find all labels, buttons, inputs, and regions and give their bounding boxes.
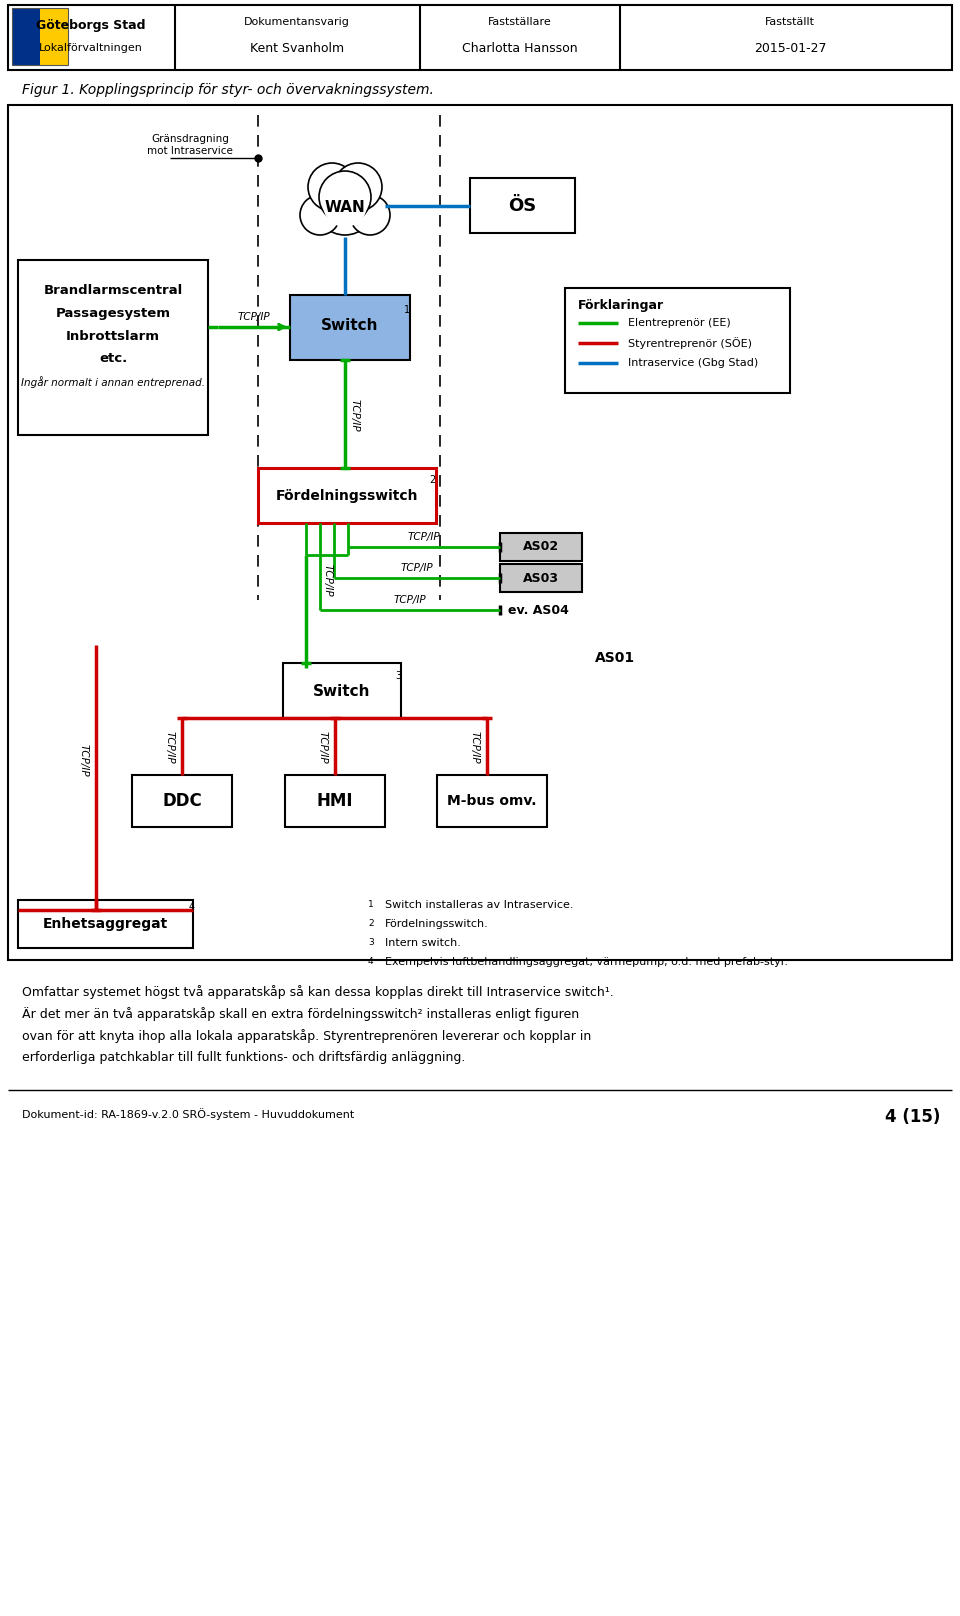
Text: 3: 3: [395, 671, 401, 680]
Text: Enhetsaggregat: Enhetsaggregat: [42, 916, 168, 931]
Circle shape: [334, 163, 382, 212]
Text: 1: 1: [404, 305, 410, 315]
Text: Switch: Switch: [313, 685, 371, 700]
Text: Brandlarmscentral: Brandlarmscentral: [43, 283, 182, 296]
Text: Inbrottslarm: Inbrottslarm: [66, 330, 160, 343]
Text: TCP/IP: TCP/IP: [323, 564, 333, 596]
Text: Switch installeras av Intraservice.: Switch installeras av Intraservice.: [385, 900, 573, 910]
Text: M-bus omv.: M-bus omv.: [447, 793, 537, 808]
Bar: [437, 776, 547, 827]
Text: Figur 1. Kopplingsprincip för styr- och övervakningssystem.: Figur 1. Kopplingsprincip för styr- och …: [22, 82, 434, 97]
Text: TCP/IP: TCP/IP: [394, 595, 426, 604]
Text: Gränsdragning
mot Intraservice: Gränsdragning mot Intraservice: [147, 134, 233, 155]
Text: TCP/IP: TCP/IP: [400, 562, 433, 574]
Text: DDC: DDC: [162, 792, 202, 810]
Bar: [283, 663, 401, 718]
Text: Förklaringar: Förklaringar: [578, 299, 664, 312]
Circle shape: [319, 171, 371, 223]
Text: Ingår normalt i annan entreprenad.: Ingår normalt i annan entreprenad.: [21, 377, 205, 388]
Bar: [470, 178, 575, 233]
Text: Är det mer än två apparatskåp skall en extra fördelningsswitch² installeras enli: Är det mer än två apparatskåp skall en e…: [22, 1007, 579, 1021]
Text: erforderliga patchkablar till fullt funktions- och driftsfärdig anläggning.: erforderliga patchkablar till fullt funk…: [22, 1050, 466, 1063]
Bar: [285, 776, 385, 827]
Text: Dokumentansvarig: Dokumentansvarig: [244, 18, 350, 27]
Bar: [258, 469, 436, 524]
Text: 1: 1: [368, 900, 373, 908]
Bar: [132, 776, 232, 827]
Bar: [8, 105, 952, 960]
Text: Omfattar systemet högst två apparatskåp så kan dessa kopplas direkt till Intrase: Omfattar systemet högst två apparatskåp …: [22, 986, 613, 999]
Text: ev. AS04: ev. AS04: [508, 603, 569, 616]
Text: etc.: etc.: [99, 352, 127, 365]
Text: AS03: AS03: [523, 572, 559, 585]
Text: 3: 3: [368, 937, 373, 947]
Bar: [290, 296, 410, 360]
Circle shape: [300, 196, 340, 234]
Text: TCP/IP: TCP/IP: [165, 730, 175, 763]
Text: 2015-01-27: 2015-01-27: [754, 42, 827, 55]
Text: Göteborgs Stad: Göteborgs Stad: [36, 18, 146, 31]
Text: Fastställt: Fastställt: [765, 18, 815, 27]
Text: Fördelningsswitch.: Fördelningsswitch.: [385, 920, 489, 929]
Text: WAN: WAN: [324, 200, 366, 215]
Bar: [40, 8, 68, 65]
Text: Kent Svanholm: Kent Svanholm: [250, 42, 344, 55]
Bar: [18, 260, 208, 435]
Text: Fastställare: Fastställare: [488, 18, 552, 27]
Text: Charlotta Hansson: Charlotta Hansson: [462, 42, 578, 55]
Text: TCP/IP: TCP/IP: [408, 532, 441, 541]
Bar: [500, 533, 582, 561]
Text: Exempelvis luftbehandlingsaggregat, värmepump, o.d. med prefab-styr.: Exempelvis luftbehandlingsaggregat, värm…: [385, 957, 788, 966]
Text: ÖS: ÖS: [508, 197, 536, 215]
Text: TCP/IP: TCP/IP: [470, 730, 480, 763]
Bar: [18, 900, 193, 949]
Bar: [565, 288, 790, 393]
Circle shape: [315, 175, 375, 234]
Text: 4 (15): 4 (15): [884, 1109, 940, 1126]
Bar: [8, 5, 952, 69]
Circle shape: [308, 163, 356, 212]
Text: Intraservice (Gbg Stad): Intraservice (Gbg Stad): [628, 359, 758, 368]
Text: Dokument-id: RA-1869-v.2.0 SRÖ-system - Huvuddokument: Dokument-id: RA-1869-v.2.0 SRÖ-system - …: [22, 1109, 354, 1120]
Text: 4: 4: [368, 957, 373, 966]
Bar: [12, 8, 68, 65]
Text: TCP/IP: TCP/IP: [79, 743, 89, 776]
Circle shape: [350, 196, 390, 234]
Text: Fördelningsswitch: Fördelningsswitch: [276, 490, 419, 503]
Text: 4: 4: [189, 902, 195, 911]
Text: TCP/IP: TCP/IP: [238, 312, 271, 322]
Text: HMI: HMI: [317, 792, 353, 810]
Text: Elentreprenör (EE): Elentreprenör (EE): [628, 318, 731, 328]
Bar: [82, 645, 630, 900]
Text: TCP/IP: TCP/IP: [350, 399, 360, 431]
Text: Passagesystem: Passagesystem: [56, 307, 171, 320]
Text: 2: 2: [368, 920, 373, 928]
Text: AS01: AS01: [595, 651, 636, 666]
Text: TCP/IP: TCP/IP: [318, 730, 328, 763]
Text: AS02: AS02: [523, 540, 559, 554]
Bar: [500, 564, 582, 591]
Text: Lokalförvaltningen: Lokalförvaltningen: [39, 44, 143, 53]
Circle shape: [323, 183, 367, 226]
Text: Switch: Switch: [322, 317, 379, 333]
Text: Intern switch.: Intern switch.: [385, 937, 461, 949]
Text: Styrentreprenör (SÖE): Styrentreprenör (SÖE): [628, 338, 752, 349]
Bar: [12, 8, 40, 65]
Text: ovan för att knyta ihop alla lokala apparatskåp. Styrentreprenören levererar och: ovan för att knyta ihop alla lokala appa…: [22, 1029, 591, 1042]
Text: 2: 2: [429, 475, 435, 485]
